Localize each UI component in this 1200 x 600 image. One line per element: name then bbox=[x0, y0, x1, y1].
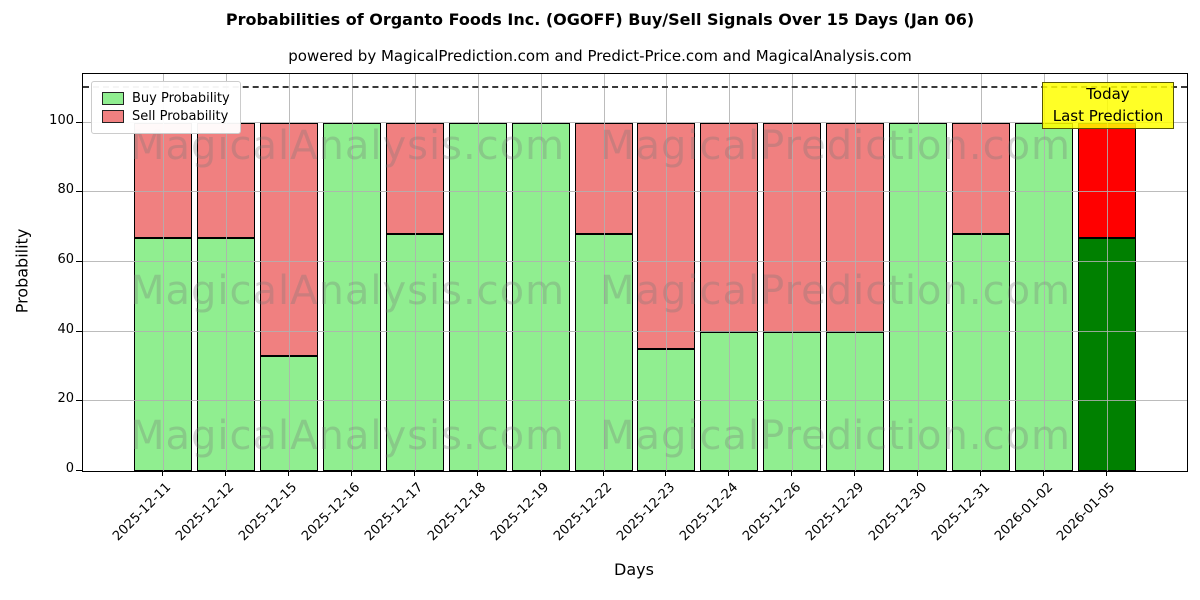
watermark-text: MagicalPrediction.com bbox=[600, 123, 1071, 169]
x-tick-mark bbox=[539, 471, 541, 476]
x-tick-mark bbox=[1106, 471, 1107, 476]
v-gridline bbox=[603, 74, 605, 471]
x-tick-mark bbox=[476, 471, 478, 476]
h-gridline bbox=[83, 261, 1187, 263]
v-gridline bbox=[792, 74, 794, 471]
x-tick-label-text: 2026-01-05 bbox=[1054, 480, 1119, 545]
x-tick-mark bbox=[665, 471, 667, 476]
x-axis-label: Days bbox=[614, 560, 654, 579]
x-tick-mark bbox=[917, 471, 919, 476]
watermark-text: MagicalPrediction.com bbox=[600, 413, 1071, 459]
v-gridline bbox=[918, 74, 920, 471]
y-axis-label: Probability bbox=[12, 228, 32, 314]
legend: Buy Probability Sell Probability bbox=[91, 81, 241, 134]
h-gridline bbox=[83, 400, 1187, 402]
y-tick-mark bbox=[76, 400, 82, 402]
v-gridline bbox=[477, 74, 479, 471]
today-annotation: Today Last Prediction bbox=[1042, 82, 1174, 129]
y-tick-label: 20 bbox=[57, 391, 74, 407]
today-annotation-line2: Last Prediction bbox=[1052, 106, 1164, 125]
x-tick-label-text: 2026-01-02 bbox=[991, 480, 1056, 545]
x-tick-label-text: 2025-12-11 bbox=[110, 480, 175, 545]
legend-swatch-icon bbox=[102, 110, 124, 123]
legend-item-label: Sell Probability bbox=[132, 109, 229, 124]
x-tick-label-text: 2025-12-15 bbox=[236, 480, 301, 545]
x-tick-mark bbox=[791, 471, 793, 476]
y-tick-mark bbox=[76, 261, 82, 263]
v-gridline bbox=[1107, 74, 1108, 471]
y-tick-mark bbox=[76, 121, 82, 123]
chart-subtitle: powered by MagicalPrediction.com and Pre… bbox=[288, 47, 912, 65]
today-annotation-line1: Today bbox=[1086, 84, 1130, 103]
y-tick-mark bbox=[76, 191, 82, 193]
x-tick-mark bbox=[602, 471, 604, 476]
h-gridline bbox=[83, 121, 1187, 123]
v-gridline bbox=[855, 74, 857, 471]
y-tick-mark bbox=[76, 330, 82, 332]
x-tick-label-text: 2025-12-12 bbox=[173, 480, 238, 545]
x-tick-mark bbox=[162, 471, 163, 476]
legend-item: Buy Probability bbox=[102, 91, 230, 106]
h-gridline bbox=[83, 191, 1187, 193]
v-gridline bbox=[981, 74, 983, 471]
x-tick-label-text: 2025-12-17 bbox=[362, 480, 427, 545]
x-tick-mark bbox=[1043, 471, 1045, 476]
v-gridline bbox=[414, 74, 416, 471]
watermark-text: MagicalAnalysis.com bbox=[130, 268, 566, 314]
x-tick-mark bbox=[287, 471, 289, 476]
x-tick-label-text: 2025-12-18 bbox=[425, 480, 490, 545]
y-tick-label: 100 bbox=[49, 112, 74, 128]
h-gridline bbox=[83, 330, 1187, 332]
v-gridline bbox=[351, 74, 353, 471]
y-tick-label: 80 bbox=[57, 182, 74, 198]
x-tick-mark bbox=[413, 471, 415, 476]
watermark-text: MagicalPrediction.com bbox=[600, 268, 1071, 314]
x-tick-label-text: 2025-12-24 bbox=[676, 480, 741, 545]
v-gridline bbox=[225, 74, 227, 471]
x-tick-mark bbox=[728, 471, 730, 476]
chart-title: Probabilities of Organto Foods Inc. (OGO… bbox=[225, 10, 975, 29]
x-tick-label-text: 2025-12-31 bbox=[928, 480, 993, 545]
x-tick-mark bbox=[980, 471, 982, 476]
plot-area: Buy Probability Sell Probability Today La… bbox=[82, 73, 1188, 472]
v-gridline bbox=[540, 74, 542, 471]
x-tick-label-text: 2025-12-16 bbox=[299, 480, 364, 545]
x-tick-label-text: 2025-12-29 bbox=[802, 480, 867, 545]
x-tick-label-text: 2025-12-30 bbox=[865, 480, 930, 545]
v-gridline bbox=[666, 74, 668, 471]
watermark-text: MagicalAnalysis.com bbox=[130, 413, 566, 459]
x-tick-label-text: 2025-12-23 bbox=[614, 480, 679, 545]
y-tick-label: 60 bbox=[57, 252, 74, 268]
legend-swatch-icon bbox=[102, 92, 124, 105]
x-tick-label-text: 2025-12-19 bbox=[488, 480, 553, 545]
v-gridline bbox=[163, 74, 164, 471]
v-gridline bbox=[288, 74, 290, 471]
y-tick-label: 0 bbox=[65, 461, 74, 476]
v-gridline bbox=[729, 74, 731, 471]
legend-item-label: Buy Probability bbox=[132, 91, 230, 106]
legend-item: Sell Probability bbox=[102, 109, 230, 124]
y-tick-label: 40 bbox=[57, 321, 74, 337]
x-tick-label-text: 2025-12-22 bbox=[551, 480, 616, 545]
x-tick-mark bbox=[854, 471, 856, 476]
x-tick-mark bbox=[350, 471, 352, 476]
v-gridline bbox=[1044, 74, 1046, 471]
x-tick-label-text: 2025-12-26 bbox=[739, 480, 804, 545]
x-tick-mark bbox=[224, 471, 226, 476]
dashed-threshold-line bbox=[83, 85, 1187, 88]
y-tick-mark bbox=[76, 470, 82, 471]
